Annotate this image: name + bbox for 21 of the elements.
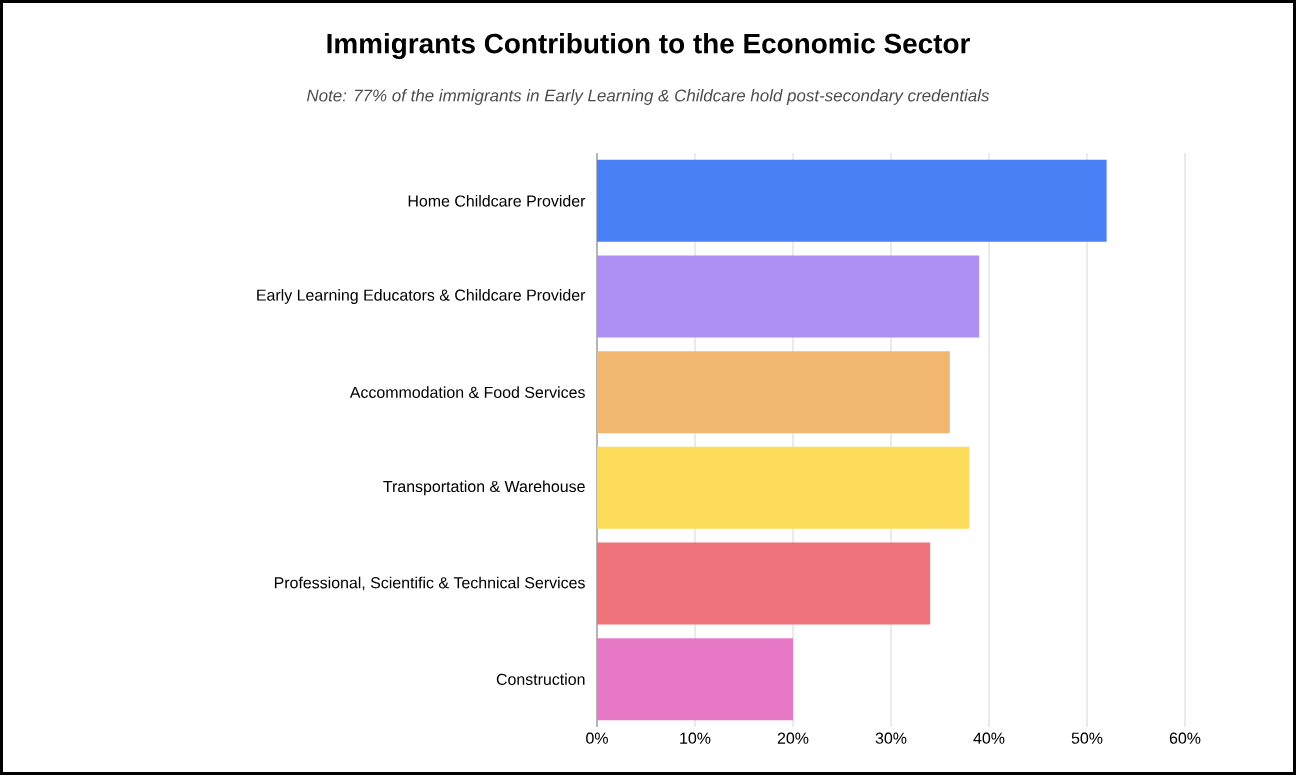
y-tick-label: Home Childcare Provider bbox=[408, 194, 586, 207]
chart-subtitle: Note: 77% of the immigrants in Early Learning & Childcare hold post-secondary credentials bbox=[306, 89, 990, 105]
y-tick-label: Professional, Scientific & Technical Services bbox=[274, 576, 585, 591]
y-tick-label: Early Learning Educators & Childcare Provider bbox=[257, 289, 586, 304]
y-tick-label: Accommodation & Food Services bbox=[349, 386, 585, 399]
x-tick-label: 50% bbox=[1071, 732, 1103, 744]
chart-title: Immigrants Contribution to the Economic Sector bbox=[327, 32, 970, 60]
bar bbox=[597, 351, 950, 434]
x-tick-label: 40% bbox=[973, 732, 1005, 744]
bar bbox=[597, 255, 980, 338]
bar bbox=[597, 542, 931, 625]
y-tick-label: Transportation & Warehouse bbox=[383, 480, 585, 496]
x-tick-label: 30% bbox=[875, 732, 907, 744]
bar bbox=[597, 446, 970, 529]
x-tick-label: 0% bbox=[586, 732, 608, 744]
x-tick-label: 60% bbox=[1169, 732, 1201, 744]
bar bbox=[597, 159, 1107, 242]
x-tick-label: 20% bbox=[777, 732, 809, 744]
x-tick-label: 10% bbox=[680, 732, 711, 744]
bar bbox=[597, 638, 794, 721]
y-tick-label: Construction bbox=[496, 673, 585, 686]
